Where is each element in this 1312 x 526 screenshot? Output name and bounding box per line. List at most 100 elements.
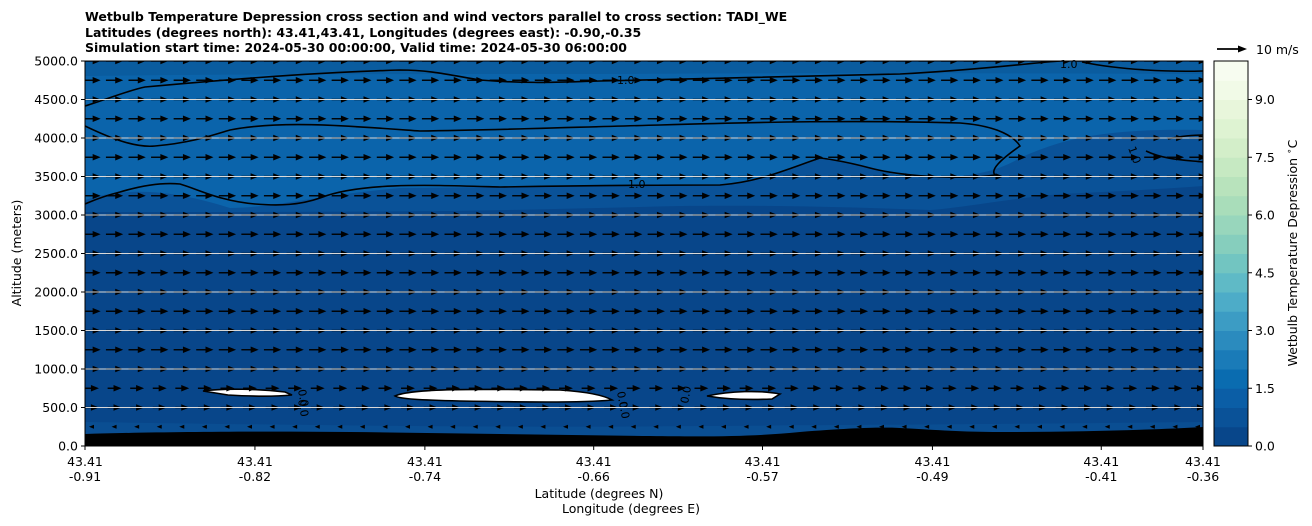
colorbar-label-unit: C [1285,139,1300,148]
wind-vector-arrowhead [205,231,214,238]
wind-vector-arrowhead [1018,154,1027,161]
wind-vector-arrowhead [476,308,485,315]
wind-vector-arrowhead [521,61,530,65]
wind-vector-arrowhead [768,385,777,392]
wind-vector-arrow [991,424,997,429]
wind-vector-arrowhead [611,61,620,65]
wind-vector-arrowhead [160,346,169,353]
wind-vector-arrowhead [1040,231,1049,238]
wind-vector-arrowhead [995,269,1004,276]
wind-vector-arrowhead [476,154,485,161]
wind-vector-arrowhead [431,192,440,199]
wind-vector-arrowhead [250,61,259,65]
wind-vector-arrowhead [950,115,959,122]
wind-vector-arrowhead [340,61,349,65]
wind-vector-arrowhead [1108,192,1117,199]
colorbar-tick-label: 7.5 [1255,150,1275,165]
wind-vector-arrowhead [905,61,914,65]
y-tick-label: 0.0 [58,439,78,454]
wind-vector-arrowhead [950,308,959,315]
wind-vector-arrowhead [905,308,914,315]
wind-vector-arrowhead [837,308,846,315]
contour-label: 0.0 [295,388,311,407]
wind-vector-arrowhead [656,346,665,353]
wind-vector-arrowhead [340,269,349,276]
wind-vector-arrowhead [972,231,981,238]
wind-vector-arrowhead [792,346,801,353]
wind-vector-arrowhead [498,192,507,199]
terrain [85,427,1203,446]
wind-vector-arrowhead [205,61,214,65]
wind-vector-arrowhead [1108,115,1117,122]
wind-vector-arrowhead [971,385,980,392]
wind-vector-arrowhead [1018,346,1027,353]
wind-vector-arrowhead [860,77,869,84]
wind-vector-arrowhead [1108,308,1117,315]
wind-vector-arrowhead [995,154,1004,161]
wind-vector-arrowhead [950,346,959,353]
wind-vector-arrowhead [340,115,349,122]
wind-vector-arrowhead [610,385,619,392]
wind-vector-arrowhead [769,269,778,276]
wind-vector-arrowhead [702,61,711,65]
wind-vector-arrowhead [1198,61,1203,65]
wind-vector-arrowhead [544,154,553,161]
colorbar-swatch [1214,118,1248,139]
wind-vector-arrowhead [747,346,756,353]
wind-vector-arrowhead [814,192,823,199]
wind-vector-arrowhead [950,231,959,238]
wind-vector-arrowhead [1130,269,1139,276]
wind-vector-arrowhead [137,231,146,238]
wind-vector-arrowhead [182,115,191,122]
wind-vector-arrowhead [792,154,801,161]
wind-vector-arrow [901,424,907,429]
wind-vector-arrowhead [747,192,756,199]
colorbar-tick-label: 6.0 [1255,208,1275,223]
wind-vector-arrow [924,424,930,429]
contour-label: 0.0 [616,400,632,419]
wind-vector-arrowhead [1108,231,1117,238]
wind-vector-arrowhead [453,269,462,276]
wind-vector-arrowhead [882,61,891,65]
wind-vector-arrowhead [837,269,846,276]
title-line-3: Simulation start time: 2024-05-30 00:00:… [85,40,627,55]
wind-vector-arrowhead [611,346,620,353]
wind-vector-arrowhead [589,115,598,122]
wind-vector-arrowhead [228,154,237,161]
wind-vector-arrowhead [386,77,395,84]
wind-vector-arrowhead [228,308,237,315]
wind-vector-arrowhead [295,346,304,353]
wind-vector-arrowhead [1196,385,1203,392]
wind-vector-arrowhead [972,346,981,353]
wind-vector-arrowhead [566,308,575,315]
wind-vector-arrowhead [679,231,688,238]
wind-vector-arrowhead [702,346,711,353]
wind-vector-arrowhead [137,192,146,199]
wind-vector-arrowhead [431,308,440,315]
wind-vector-arrowhead [972,154,981,161]
wind-vector-arrow [314,424,320,429]
wind-vector-arrowhead [250,192,259,199]
wind-vector-arrowhead [386,231,395,238]
colorbar-swatch [1214,311,1248,331]
wind-vector-arrowhead [769,308,778,315]
colorbar-swatch [1214,99,1248,120]
wind-vector-arrowhead [1018,192,1027,199]
wind-vector-arrowhead [137,154,146,161]
wind-vector-arrowhead [769,77,778,84]
wind-vector-arrowhead [1018,77,1027,84]
wind-vector-arrowhead [792,61,801,65]
wind-vector-arrowhead [611,154,620,161]
wind-vector-arrowhead [1176,308,1185,315]
colorbar-swatch [1214,292,1248,312]
wind-vector-arrowhead [228,192,237,199]
wind-vector-arrowhead [498,61,507,65]
wind-vector-arrowhead [747,115,756,122]
wind-vector-arrowhead [972,192,981,199]
wind-vector-arrowhead [972,115,981,122]
wind-vector-arrowhead [903,385,912,392]
wind-vector-arrowhead [453,61,462,65]
wind-vector-arrowhead [318,269,327,276]
saturated-region-2 [393,388,615,403]
wind-vector-arrowhead [792,269,801,276]
